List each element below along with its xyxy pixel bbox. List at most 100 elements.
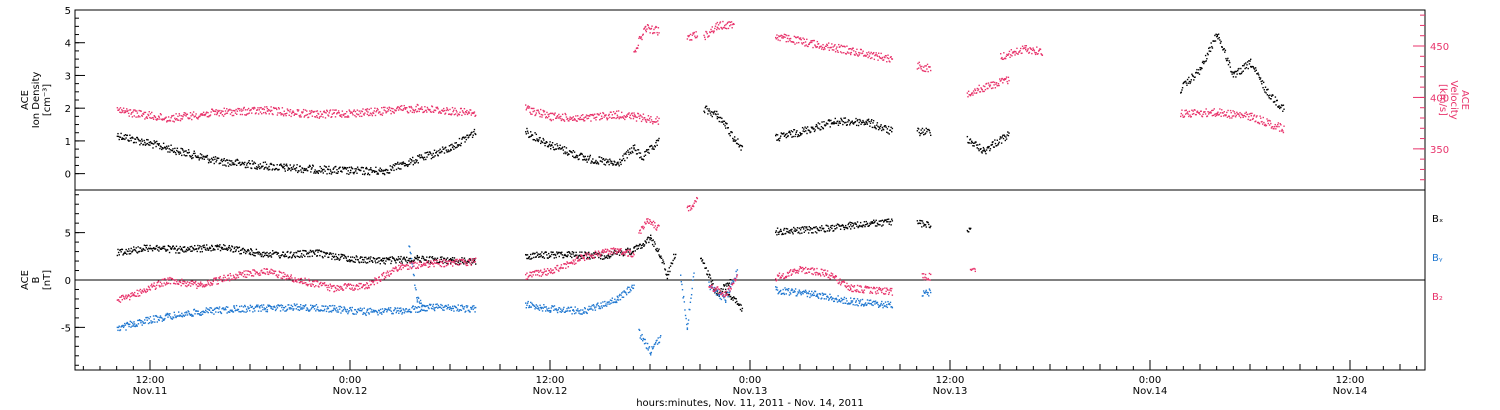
data-point (580, 118, 582, 121)
data-point (818, 229, 820, 232)
data-point (303, 249, 305, 252)
data-point (598, 114, 600, 116)
data-point (1040, 53, 1042, 55)
field-series-0-segment-1 (525, 236, 652, 260)
data-point (441, 150, 443, 153)
data-point (297, 110, 299, 112)
data-point (194, 155, 197, 157)
data-point (731, 27, 733, 29)
data-point (783, 35, 785, 38)
data-point (974, 142, 976, 144)
data-point (275, 167, 278, 170)
data-point (529, 135, 531, 138)
data-point (823, 298, 825, 300)
data-point (259, 107, 261, 109)
data-point (875, 219, 877, 222)
data-point (169, 149, 172, 151)
data-point (408, 257, 410, 260)
data-point (275, 251, 278, 253)
data-point (595, 162, 598, 165)
data-point (619, 298, 622, 301)
data-point (859, 118, 861, 121)
data-point (390, 169, 393, 171)
data-point (304, 109, 307, 111)
data-point (427, 305, 429, 307)
data-point (538, 307, 540, 309)
data-point (158, 143, 160, 145)
data-point (296, 113, 298, 115)
data-point (924, 292, 926, 294)
data-point (798, 231, 800, 233)
data-point (475, 306, 477, 309)
data-point (328, 112, 330, 114)
data-point (790, 289, 792, 292)
data-point (850, 121, 853, 123)
data-point (181, 249, 183, 251)
data-point (266, 254, 269, 257)
data-point (352, 110, 355, 113)
data-point (886, 61, 888, 63)
data-point (539, 304, 541, 306)
data-point (214, 249, 216, 251)
data-point (923, 223, 926, 226)
data-point (255, 252, 257, 254)
data-point (920, 68, 922, 70)
data-point (776, 34, 778, 36)
data-point (118, 254, 120, 256)
data-point (159, 118, 161, 120)
data-point (647, 236, 649, 238)
data-point (980, 148, 982, 150)
data-point (308, 113, 310, 115)
data-point (725, 283, 727, 285)
data-point (864, 54, 866, 56)
data-point (168, 251, 171, 254)
data-point (443, 306, 446, 308)
data-point (416, 299, 419, 301)
data-point (1226, 111, 1228, 114)
data-point (454, 107, 456, 110)
data-point (782, 37, 784, 39)
data-point (611, 114, 614, 116)
data-point (732, 299, 734, 301)
data-point (717, 113, 719, 115)
data-point (833, 121, 835, 123)
data-point (789, 293, 792, 295)
data-point (334, 253, 337, 255)
data-point (1191, 74, 1194, 77)
data-point (926, 63, 929, 66)
data-point (375, 170, 378, 173)
data-point (858, 225, 860, 228)
data-point (451, 307, 453, 310)
data-point (568, 120, 570, 122)
data-point (530, 107, 533, 110)
data-point (565, 152, 567, 155)
data-point (1005, 78, 1007, 80)
data-point (330, 311, 333, 313)
data-point (376, 107, 379, 110)
data-point (607, 254, 609, 256)
data-point (1190, 79, 1193, 81)
data-point (1283, 125, 1285, 127)
data-point (584, 307, 586, 310)
data-point (641, 116, 643, 118)
data-point (393, 169, 395, 172)
data-point (853, 223, 855, 225)
data-point (872, 122, 874, 124)
data-point (356, 109, 359, 111)
data-point (533, 139, 536, 141)
data-point (147, 144, 150, 146)
data-point (922, 295, 924, 297)
data-point (356, 166, 359, 168)
data-point (206, 247, 209, 249)
data-point (586, 161, 588, 163)
data-point (465, 310, 467, 312)
data-point (432, 258, 434, 260)
data-point (222, 159, 225, 162)
data-point (450, 309, 453, 311)
data-point (243, 106, 245, 109)
data-point (852, 122, 854, 124)
data-point (610, 111, 612, 113)
data-point (245, 308, 248, 310)
data-point (550, 309, 552, 312)
data-point (286, 309, 288, 311)
